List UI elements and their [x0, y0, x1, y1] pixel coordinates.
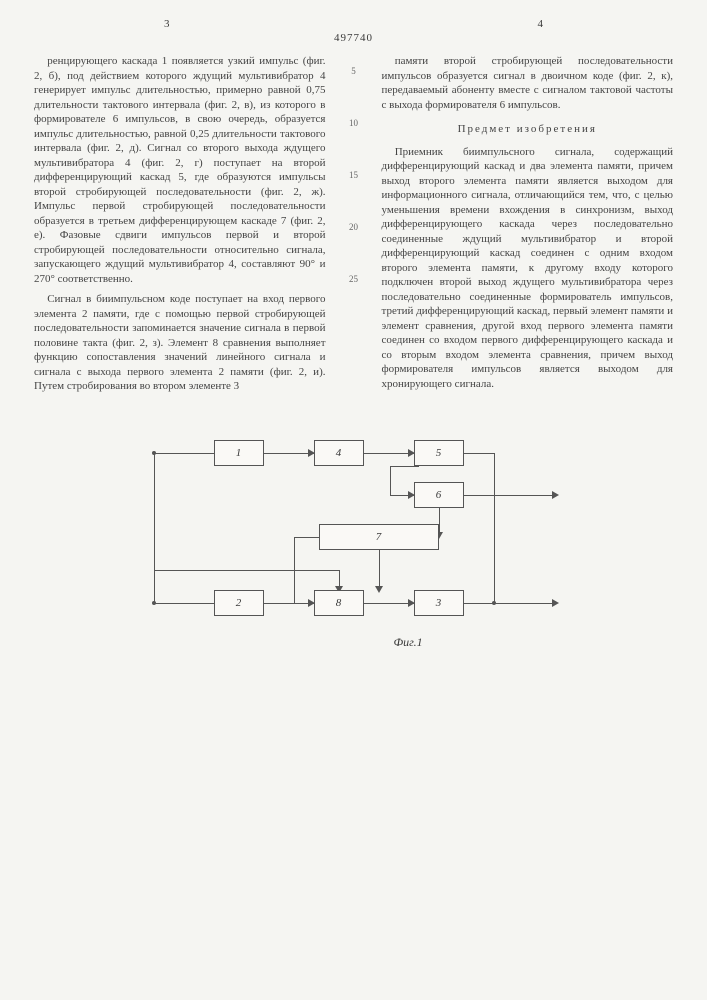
figure-caption: Фиг.1	[394, 635, 423, 650]
junction-dot	[152, 451, 156, 455]
wire	[264, 603, 314, 605]
page-indices: 3 4	[34, 18, 673, 30]
wire	[294, 537, 319, 539]
block-1: 1	[214, 440, 264, 466]
left-page-num: 3	[164, 18, 170, 30]
wire	[264, 453, 314, 455]
wire	[390, 466, 392, 495]
ln-5: 5	[351, 66, 356, 78]
arrow-right-icon	[552, 599, 559, 607]
wire	[364, 453, 414, 455]
arrow-right-icon	[552, 491, 559, 499]
right-p2: Приемник биимпульсного сигнала, содержащ…	[382, 145, 674, 392]
block-8: 8	[314, 590, 364, 616]
diagram-area: 1 4 5 6 7 2 8 3 Фиг.1	[34, 420, 673, 670]
block-3: 3	[414, 590, 464, 616]
junction-dot	[152, 601, 156, 605]
line-numbers: 5 10 15 20 25	[348, 54, 360, 400]
block-diagram: 1 4 5 6 7 2 8 3 Фиг.1	[134, 420, 574, 670]
wire	[154, 453, 214, 455]
block-4: 4	[314, 440, 364, 466]
text-columns: ренцирующего каскада 1 появляется узкий …	[34, 54, 673, 400]
block-5: 5	[414, 440, 464, 466]
document-number: 497740	[34, 32, 673, 44]
left-p1: ренцирующего каскада 1 появляется узкий …	[34, 54, 326, 286]
wire	[494, 453, 496, 603]
left-p2: Сигнал в биимпульсном коде поступает на …	[34, 292, 326, 394]
block-7: 7	[319, 524, 439, 550]
claims-heading: Предмет изобретения	[382, 122, 674, 137]
wire	[464, 453, 494, 455]
right-page-num: 4	[538, 18, 544, 30]
ln-20: 20	[349, 222, 358, 234]
wire	[464, 495, 554, 497]
ln-10: 10	[349, 118, 358, 130]
wire	[154, 603, 214, 605]
left-column: ренцирующего каскада 1 появляется узкий …	[34, 54, 326, 400]
block-6: 6	[414, 482, 464, 508]
arrow-down-icon	[375, 586, 383, 593]
wire	[364, 603, 414, 605]
wire	[390, 466, 419, 468]
right-column: памяти второй стробирующей последователь…	[382, 54, 674, 400]
wire	[379, 550, 381, 590]
wire	[154, 453, 156, 603]
ln-15: 15	[349, 170, 358, 182]
right-p1: памяти второй стробирующей последователь…	[382, 54, 674, 112]
block-2: 2	[214, 590, 264, 616]
wire	[154, 570, 339, 572]
wire	[464, 603, 554, 605]
ln-25: 25	[349, 274, 358, 286]
